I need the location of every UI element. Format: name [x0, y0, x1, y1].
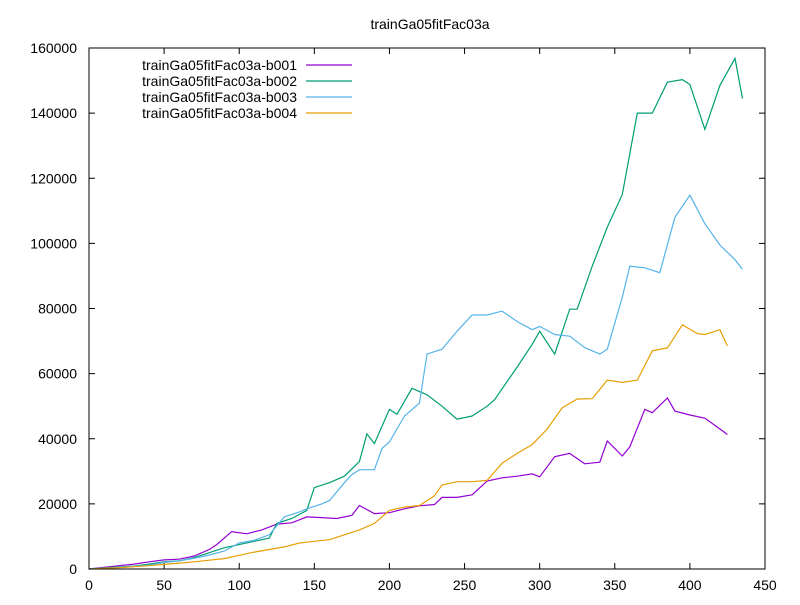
y-tick-label: 0	[69, 561, 77, 577]
series-line-1	[88, 397, 728, 570]
axis-ticks: 0 50 100 150 200 250 300 350 400 450 0 20000 40000 60…	[30, 40, 777, 593]
x-tick-label: 400	[678, 577, 702, 593]
legend: trainGa05fitFac03a-b001trainGa05fitFac03…	[142, 57, 352, 121]
y-tick-label: 100000	[30, 235, 77, 251]
x-tick-label: 200	[378, 577, 402, 593]
series-lines	[88, 56, 744, 570]
x-tick-label: 0	[85, 577, 93, 593]
x-tick-label: 450	[753, 577, 777, 593]
chart-title: trainGa05fitFac03a	[370, 16, 489, 32]
y-tick-label: 40000	[38, 431, 77, 447]
y-tick-label: 60000	[38, 366, 77, 382]
legend-label-2: trainGa05fitFac03a-b002	[142, 73, 297, 89]
x-tick-label: 100	[228, 577, 252, 593]
y-tick-label: 160000	[30, 40, 77, 56]
y-tick-label: 20000	[38, 496, 77, 512]
series-line-3	[88, 194, 743, 570]
series-line-4	[88, 323, 728, 570]
series-line-2	[88, 56, 744, 570]
legend-label-1: trainGa05fitFac03a-b001	[142, 57, 297, 73]
legend-label-3: trainGa05fitFac03a-b003	[142, 89, 297, 105]
x-tick-label: 350	[603, 577, 627, 593]
y-tick-label: 140000	[30, 105, 77, 121]
x-tick-label: 50	[156, 577, 172, 593]
plot-frame	[88, 47, 766, 570]
x-tick-label: 300	[528, 577, 552, 593]
y-tick-label: 120000	[30, 170, 77, 186]
x-tick-label: 250	[453, 577, 477, 593]
legend-label-4: trainGa05fitFac03a-b004	[142, 105, 297, 121]
x-tick-label: 150	[303, 577, 327, 593]
y-tick-label: 80000	[38, 301, 77, 317]
